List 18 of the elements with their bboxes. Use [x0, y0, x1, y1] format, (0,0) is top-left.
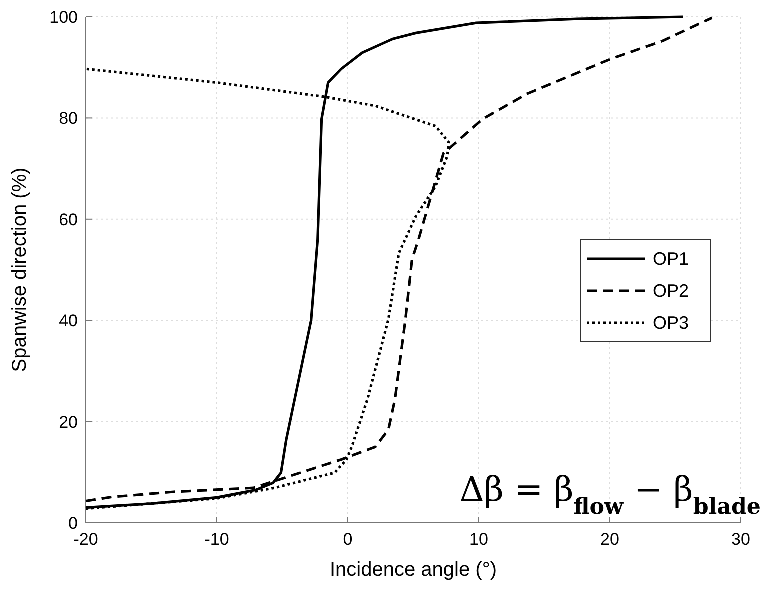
y-tick-label: 60	[59, 210, 78, 230]
legend-label: OP1	[653, 249, 690, 269]
y-tick-label: 100	[50, 8, 78, 27]
y-tick-label: 0	[68, 514, 78, 533]
x-axis-title: Incidence angle (°)	[330, 559, 497, 581]
x-tick-label: -20	[74, 530, 98, 549]
x-tick-label: 30	[732, 530, 750, 549]
x-tick-label: 20	[600, 530, 620, 549]
y-tick-label: 40	[59, 312, 78, 331]
legend-label: OP2	[653, 281, 690, 301]
y-tick-label: 20	[59, 412, 78, 432]
x-tick-label: 10	[470, 530, 488, 549]
x-tick-label: -10	[204, 530, 230, 549]
legend-label: OP3	[653, 313, 690, 333]
y-axis-title: Spanwise direction (%)	[9, 168, 31, 372]
x-tick-label: 0	[343, 530, 353, 549]
annotation: Δβ = β$_{flow}$ − β$_{blade}$	[460, 470, 761, 520]
y-tick-label: 80	[59, 109, 78, 128]
